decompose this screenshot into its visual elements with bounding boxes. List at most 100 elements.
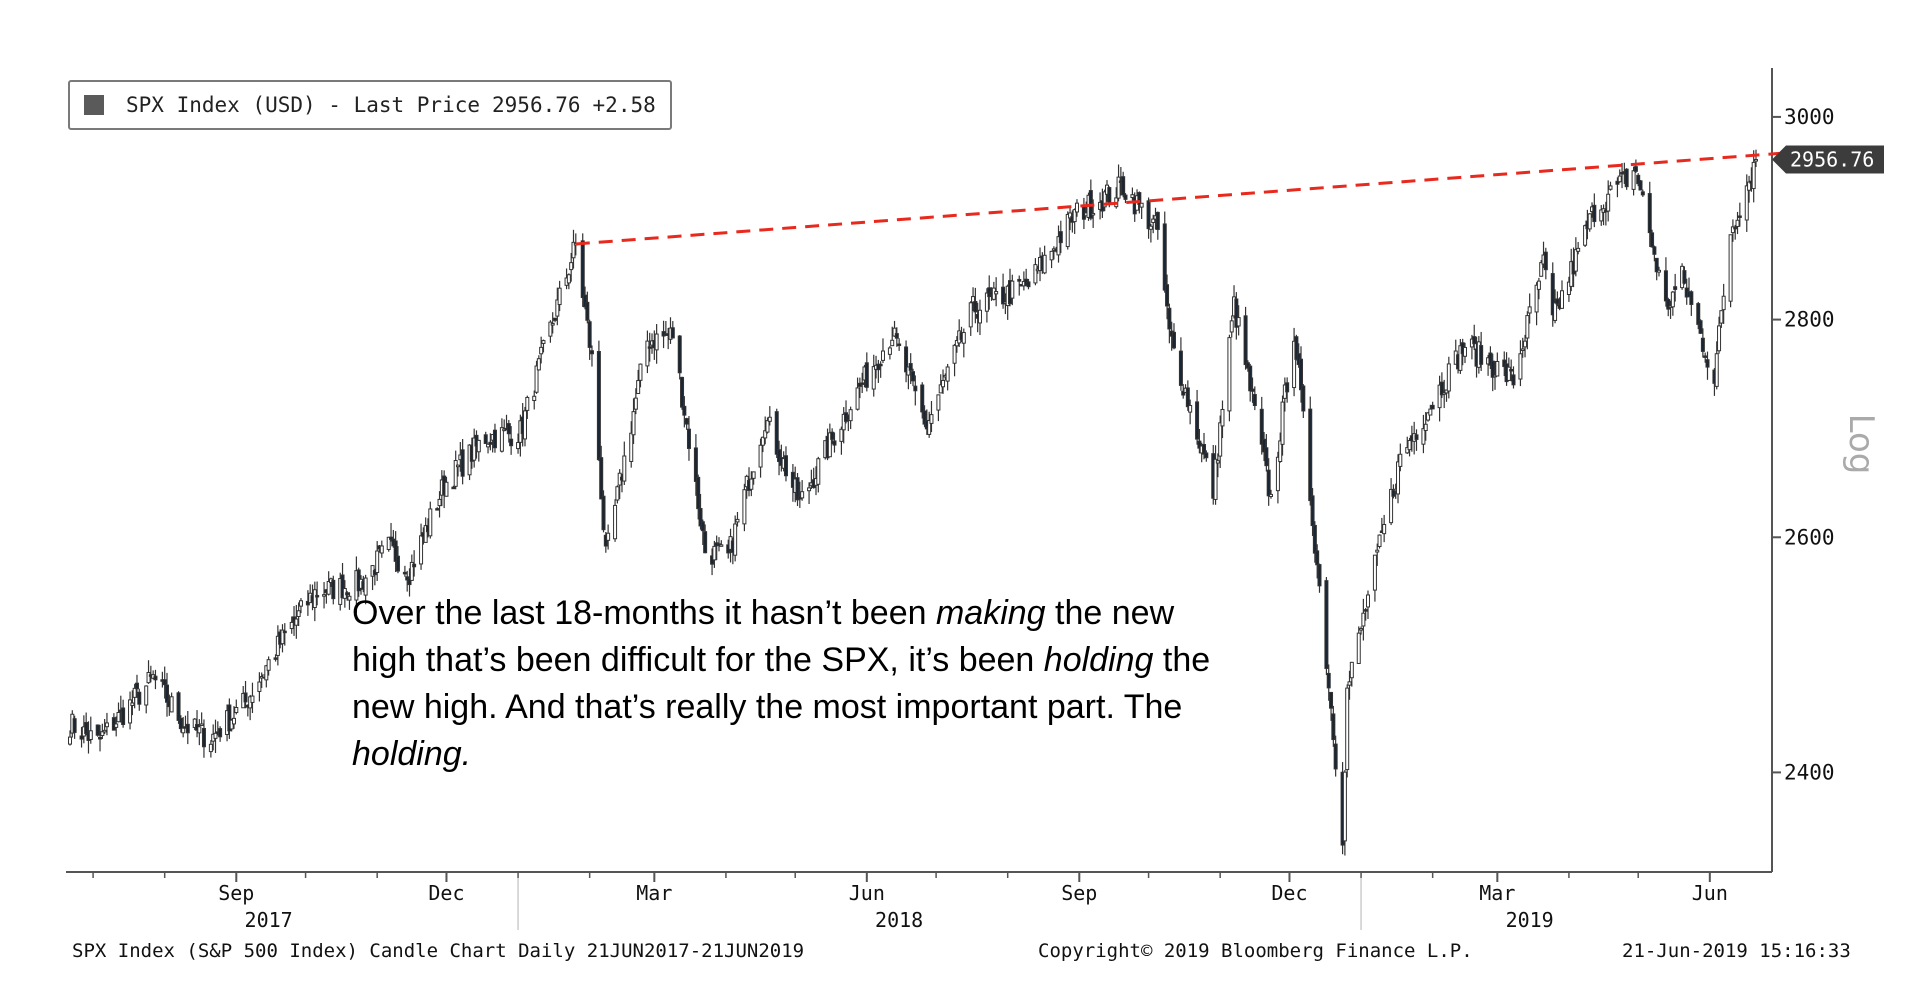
candle-body: [1495, 360, 1500, 377]
candle-body: [832, 440, 837, 446]
candle-body: [887, 347, 892, 355]
candle-body: [994, 291, 999, 295]
candle-body: [566, 274, 571, 284]
candle-body: [312, 589, 317, 608]
candle-body: [971, 296, 976, 303]
candle-body: [1377, 534, 1382, 547]
candle-body: [102, 729, 107, 733]
candle-body: [1389, 488, 1394, 524]
candle-body: [393, 540, 398, 562]
candle-body: [264, 665, 269, 681]
candle-body: [1056, 236, 1061, 256]
candle-body: [1181, 390, 1186, 396]
candle-body: [1550, 273, 1555, 316]
candle-body: [1442, 392, 1447, 395]
candle-body: [1754, 159, 1758, 162]
x-tick-label: Mar: [1479, 881, 1515, 905]
candle-body: [395, 555, 400, 572]
candle-body: [100, 731, 105, 737]
candle-body: [1202, 444, 1207, 455]
footer-copyright: Copyright© 2019 Bloomberg Finance L.P.: [1038, 940, 1473, 962]
candle-body: [1640, 191, 1645, 196]
annotation-em-making: making: [935, 594, 1046, 632]
candle-body: [1324, 580, 1329, 669]
candle-body: [1462, 346, 1467, 357]
candle-body: [363, 577, 368, 596]
candle-body: [890, 339, 895, 347]
annotation-part1: Over the last 18-months it hasn’t been: [352, 594, 936, 632]
candle-body: [633, 397, 638, 410]
candle-body: [423, 525, 428, 543]
candle-body: [587, 321, 592, 348]
candle-body: [1116, 176, 1121, 199]
candle-body: [1728, 234, 1733, 302]
candle-body: [114, 723, 119, 728]
candle-body: [1700, 337, 1705, 352]
candle-body: [800, 491, 805, 499]
candle-body: [1312, 524, 1317, 554]
y-tick-label: 2400: [1784, 760, 1835, 784]
candle-body: [864, 362, 869, 388]
candle-body: [1017, 278, 1022, 282]
candle-body: [453, 460, 458, 487]
candle-body: [1698, 320, 1703, 334]
candle-body: [1730, 226, 1735, 234]
candle-body: [557, 287, 562, 306]
candle-body: [1365, 594, 1370, 608]
candle-body: [631, 411, 636, 436]
candle-body: [104, 722, 109, 728]
candle-body: [282, 630, 287, 634]
candle-body: [638, 363, 643, 381]
candle-body: [165, 684, 170, 703]
candle-body: [680, 376, 685, 408]
candle-body: [419, 535, 424, 565]
candle-body: [132, 687, 137, 698]
candle-body: [1123, 194, 1128, 200]
candle-body: [645, 340, 650, 367]
candle-body: [1188, 404, 1193, 413]
candle-body: [765, 420, 770, 433]
candle-body: [185, 723, 190, 734]
candle-body: [719, 544, 724, 547]
candle-body: [435, 508, 440, 511]
candle-body: [128, 699, 133, 724]
candle-body: [1252, 394, 1257, 407]
candle-body: [476, 439, 481, 453]
candle-body: [1525, 315, 1530, 339]
candle-body: [1266, 469, 1271, 497]
legend-title: SPX Index (USD) - Last Price: [126, 93, 481, 117]
candle-body: [749, 478, 754, 490]
candle-body: [331, 579, 336, 600]
candle-body: [622, 455, 627, 482]
candle-body: [1171, 331, 1176, 349]
y-tick-label: 3000: [1784, 105, 1835, 129]
candle-body: [629, 432, 634, 462]
candle-body: [296, 610, 301, 618]
candle-body: [1391, 489, 1396, 497]
candle-body: [758, 444, 763, 468]
candle-body: [908, 363, 913, 371]
candle-body: [162, 679, 167, 686]
candle-body: [1421, 428, 1426, 445]
candle-body: [1167, 307, 1172, 330]
candle-body: [871, 366, 876, 390]
candle-body: [1165, 284, 1170, 307]
candle-body: [783, 455, 788, 477]
candle-body: [712, 545, 717, 561]
last-price-tag: [1772, 145, 1884, 174]
candle-body: [677, 335, 682, 374]
candle-body: [1317, 564, 1322, 587]
candle-body: [583, 294, 588, 308]
candle-body: [460, 449, 465, 477]
candle-body: [1236, 317, 1241, 327]
candle-body: [860, 382, 865, 385]
candle-body: [347, 595, 352, 601]
candle-body: [1139, 202, 1144, 208]
candle-body: [1583, 225, 1588, 246]
candle-body: [1437, 384, 1442, 409]
candle-body: [1065, 213, 1070, 248]
candle-body: [1592, 204, 1597, 223]
candle-body: [486, 443, 491, 448]
candle-body: [541, 340, 546, 344]
candle-body: [1652, 246, 1657, 255]
